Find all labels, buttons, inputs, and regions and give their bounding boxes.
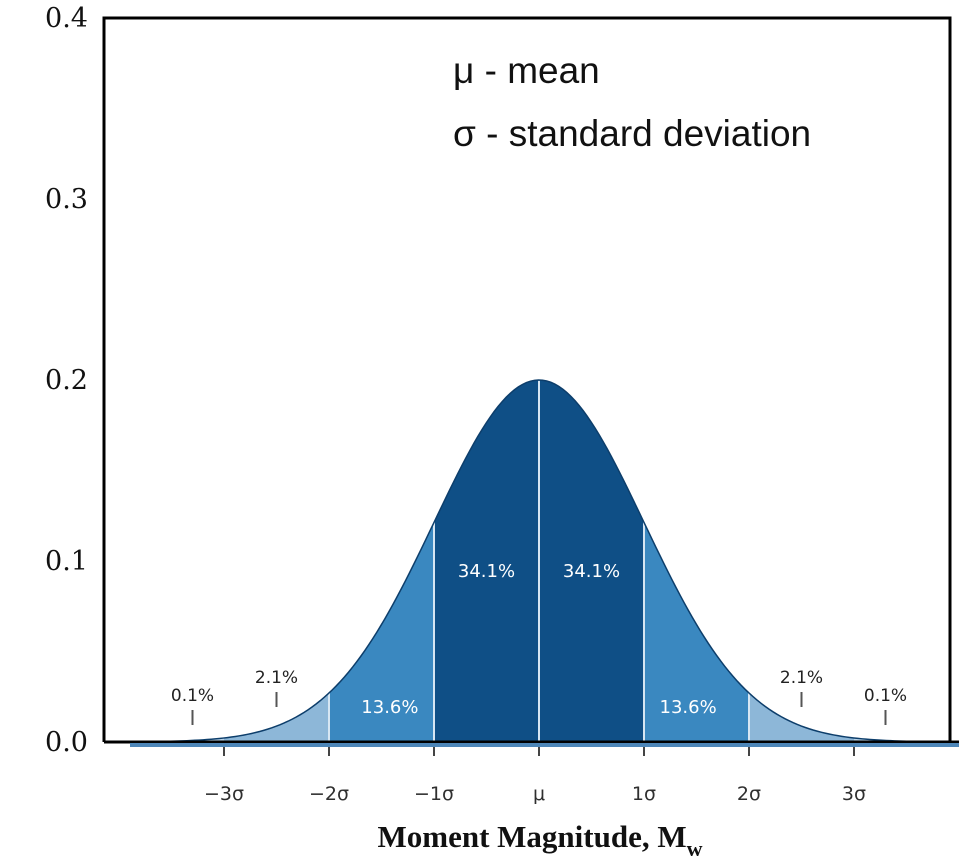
tail-percent-label: 0.1%: [171, 686, 214, 706]
band-0: [224, 693, 329, 742]
y-tick-label: 0.3: [45, 184, 88, 215]
density-curve: [150, 379, 959, 743]
x-axis-label-text: Moment Magnitude, M: [378, 819, 687, 854]
y-tick-label: 0.2: [45, 365, 88, 396]
tail-percent-label: 0.1%: [864, 686, 907, 706]
x-axis-label-subscript: w: [687, 836, 703, 861]
band-percent-label: 34.1%: [458, 561, 515, 582]
tail-markers: 0.1% 2.1% 2.1% 0.1%: [171, 668, 907, 725]
x-tick-label: −1σ: [414, 783, 454, 805]
tail-percent-label: 2.1%: [780, 668, 823, 688]
x-axis-label: Moment Magnitude, Mw: [378, 819, 703, 861]
y-tick-label: 0.0: [45, 727, 88, 758]
x-tick-label: μ: [533, 783, 545, 805]
tail-percent-label: 2.1%: [255, 668, 298, 688]
percent-labels: 13.6% 34.1% 34.1% 13.6%: [361, 561, 716, 718]
band-3: [539, 380, 644, 742]
legend-sigma-text: - standard deviation: [476, 113, 811, 154]
x-tick-label: −2σ: [309, 783, 349, 805]
band-percent-label: 34.1%: [563, 561, 620, 582]
x-tick-label: −3σ: [204, 783, 244, 805]
band-dividers: [328, 380, 750, 742]
legend: μ - mean σ - standard deviation: [453, 50, 811, 154]
y-tick-label: 0.4: [45, 3, 88, 34]
x-tick-label: 2σ: [737, 783, 761, 805]
band-2: [434, 380, 539, 742]
legend-sigma: σ - standard deviation: [453, 113, 811, 154]
legend-sigma-symbol: σ: [453, 113, 476, 154]
x-axis-ticks: −3σ −2σ −1σ μ 1σ 2σ 3σ: [204, 747, 866, 805]
y-tick-label: 0.1: [45, 546, 88, 577]
plot-frame: [102, 16, 952, 742]
legend-mean-symbol: μ: [453, 50, 474, 91]
x-tick-label: 1σ: [632, 783, 656, 805]
x-tick-label: 3σ: [842, 783, 866, 805]
y-axis-ticks: 0.0 0.1 0.2 0.3 0.4: [45, 3, 88, 758]
band-percent-label: 13.6%: [660, 697, 717, 718]
legend-mean: μ - mean: [453, 50, 600, 91]
band-5: [749, 693, 854, 742]
legend-mean-text: - mean: [474, 50, 599, 91]
band-percent-label: 13.6%: [361, 697, 418, 718]
